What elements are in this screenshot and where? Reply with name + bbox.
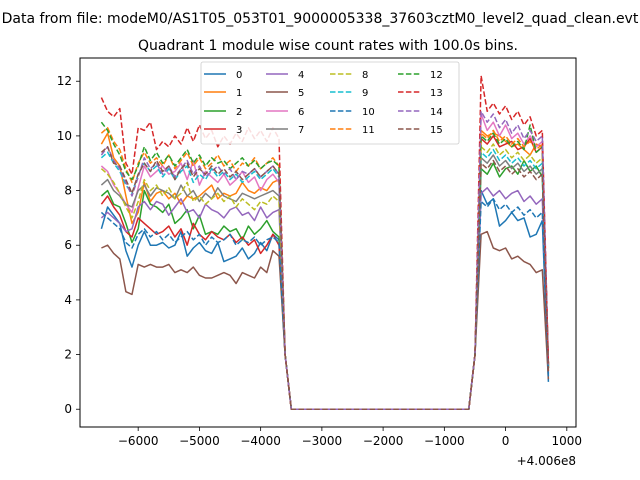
legend-label-12: 12 [430,70,443,81]
legend-box [200,61,460,145]
legend-label-0: 0 [236,70,242,81]
series-line-12 [100,121,550,410]
y-tick-label: 12 [57,74,72,88]
legend-label-3: 3 [236,125,242,136]
x-offset-label: +4.006e8 [517,454,576,468]
y-tick-label: 6 [64,238,72,252]
legend-label-5: 5 [298,88,304,99]
legend-label-15: 15 [430,125,443,136]
legend-label-4: 4 [298,70,304,81]
x-tick-label: −4000 [240,434,281,448]
x-tick-label: −1000 [424,434,465,448]
legend-label-13: 13 [430,88,443,99]
legend-label-9: 9 [362,88,368,99]
plot-lines [100,75,550,410]
y-tick-label: 0 [64,402,72,416]
series-line-10 [100,198,550,410]
chart-title: Quadrant 1 module wise count rates with … [138,38,518,54]
y-tick-label: 4 [64,293,72,307]
legend-label-7: 7 [298,125,304,136]
series-line-15 [100,146,550,410]
x-tick-label: −6000 [118,434,159,448]
legend-label-14: 14 [430,107,443,118]
y-tick-label: 10 [57,129,72,143]
series-line-0 [100,189,550,410]
figure-suptitle: Data from file: modeM0/AS1T05_053T01_900… [2,11,639,27]
legend-label-1: 1 [236,88,242,99]
y-tick-label: 2 [64,348,72,362]
x-tick-label: −5000 [179,434,220,448]
x-tick-label: 1000 [552,434,583,448]
x-axis: −6000 −5000 −4000 −3000 −2000 −1000 0 1000 [118,427,582,448]
plot-frame [79,57,577,428]
legend-label-6: 6 [298,107,304,118]
x-tick-label: −2000 [363,434,404,448]
legend-label-8: 8 [362,70,368,81]
legend-label-10: 10 [362,107,375,118]
x-tick-label: 0 [502,434,510,448]
series-line-14 [100,110,550,410]
series-line-4 [100,187,550,410]
y-axis: 0 2 4 6 8 10 12 [57,74,80,416]
legend-label-2: 2 [236,107,242,118]
series-line-5 [101,230,550,410]
y-tick-label: 8 [64,184,72,198]
legend-label-11: 11 [362,125,375,136]
x-tick-label: −3000 [302,434,343,448]
